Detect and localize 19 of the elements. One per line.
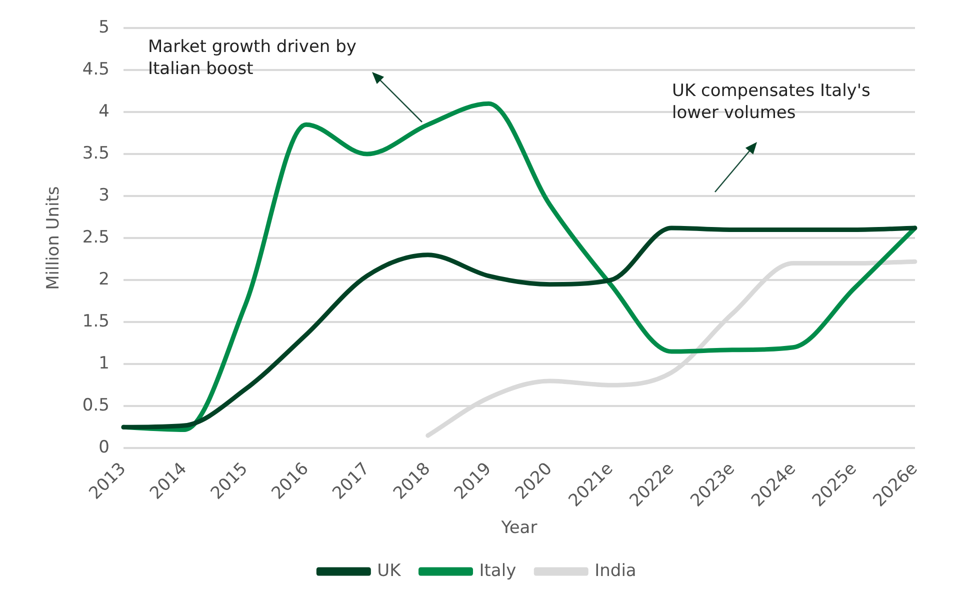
y-tick-label: 2.5 — [82, 228, 110, 248]
y-tick-label: 3.5 — [82, 143, 110, 164]
y-tick-label: 3 — [98, 185, 110, 206]
y-tick-label: 0.5 — [82, 396, 110, 416]
y-tick-label: 4.5 — [82, 59, 110, 80]
y-tick-label: 4 — [98, 101, 110, 122]
x-axis-title: Year — [500, 518, 538, 538]
line-series — [121, 226, 918, 430]
y-tick-label: 1.5 — [82, 312, 110, 332]
legend-label: India — [594, 560, 636, 581]
y-tick-label: 1 — [98, 354, 110, 374]
legend-label: Italy — [479, 560, 516, 581]
legend-label: UK — [377, 560, 402, 581]
annotation: Market growth driven by Italian boost — [148, 36, 358, 80]
y-axis-title: Million Units — [44, 186, 64, 290]
y-tick-label: 0 — [98, 438, 110, 458]
y-tick-label: 2 — [98, 270, 110, 290]
y-tick-label: 5 — [98, 17, 110, 38]
annotation: UK compensates Italy's lower volumes — [672, 80, 872, 124]
